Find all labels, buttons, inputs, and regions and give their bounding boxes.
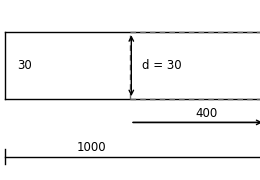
Text: d = 30: d = 30 xyxy=(142,59,181,72)
Text: 30: 30 xyxy=(17,59,32,72)
Text: 1000: 1000 xyxy=(76,141,106,154)
Text: 400: 400 xyxy=(195,107,217,120)
